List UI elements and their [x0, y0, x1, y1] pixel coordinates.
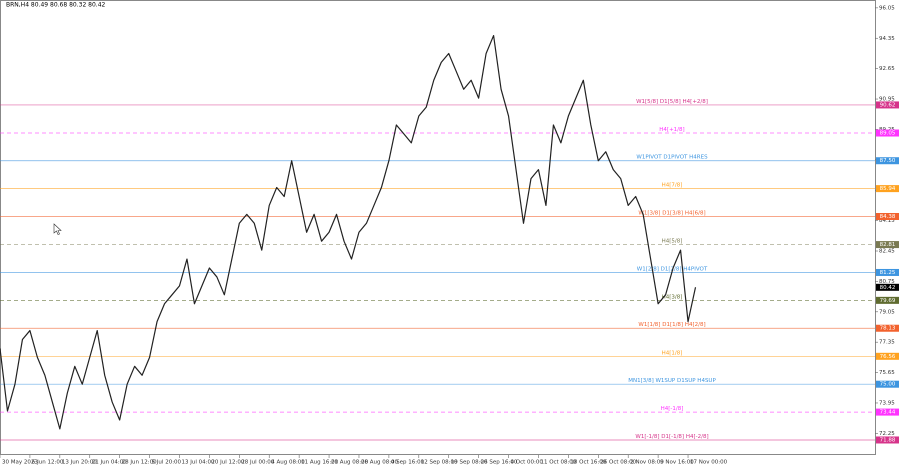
- level-label: W1PIVOT D1PIVOT H4RES: [636, 155, 708, 161]
- y-tick-label: 75.65: [879, 370, 895, 376]
- level-price-box: [876, 380, 899, 388]
- level-label: W1[1/8] D1[1/8] H4[2/8]: [638, 322, 705, 328]
- y-tick-label: 73.95: [879, 400, 895, 406]
- plot-frame: [0, 0, 876, 455]
- x-tick-label: 17 Nov 00:00: [690, 460, 728, 466]
- level-price-label: 89.05: [880, 131, 896, 137]
- current-price-label: 80.42: [880, 285, 896, 291]
- level-price-label: 79.69: [880, 298, 896, 304]
- y-tick-label: 72.25: [879, 431, 895, 437]
- y-tick-label: 82.45: [879, 249, 895, 255]
- level-label: MN1[3/8] W1SUP D1SUP H4SUP: [628, 378, 716, 384]
- x-tick-label: 26 Sep 16:00: [481, 460, 518, 466]
- y-tick-label: 96.05: [879, 5, 895, 11]
- level-price-label: 81.25: [880, 270, 896, 276]
- x-tick-label: 26 Oct 08:00: [600, 460, 636, 466]
- cursor: [53, 223, 62, 235]
- x-tick-label: 28 Jun 12:00: [122, 460, 157, 466]
- y-tick-label: 77.35: [879, 340, 895, 346]
- x-tick-label: 4 Sep 16:00: [391, 460, 425, 466]
- x-tick-label: 4 Oct 00:00: [511, 460, 544, 466]
- y-tick-label: 84.15: [879, 218, 895, 224]
- level-price-box: [876, 241, 899, 249]
- level-price-box: [876, 408, 899, 416]
- level-price-label: 75.00: [880, 382, 896, 388]
- level-price-label: 84.38: [880, 214, 896, 220]
- x-tick-label: 6 Jun 12:00: [32, 460, 64, 466]
- level-label: W1[5/8] D1[5/8] H4[+2/8]: [636, 99, 708, 105]
- x-tick-label: 21 Jun 04:00: [92, 460, 127, 466]
- x-tick-label: 18 Oct 16:00: [570, 460, 606, 466]
- x-tick-label: 11 Oct 08:00: [540, 460, 576, 466]
- level-price-label: 76.56: [880, 354, 896, 360]
- level-label: W1[3/8] D1[3/8] H4[6/8]: [638, 211, 705, 217]
- level-price-box: [876, 268, 899, 276]
- x-tick-label: 30 May 2023: [2, 460, 38, 466]
- level-label: H4[+1/8]: [659, 127, 684, 133]
- x-tick-label: 13 Jul 04:00: [181, 460, 214, 466]
- level-price-box: [876, 185, 899, 193]
- x-tick-label: 12 Sep 08:00: [421, 460, 458, 466]
- level-price-box: [876, 296, 899, 304]
- level-price-box: [876, 352, 899, 360]
- y-tick-label: 92.65: [879, 66, 895, 72]
- level-price-box: [876, 157, 899, 165]
- level-label: H4[5/8]: [662, 239, 683, 245]
- level-price-label: 73.44: [880, 410, 896, 416]
- level-label: W1[-1/8] D1[-1/8] H4[-2/8]: [635, 434, 708, 440]
- x-tick-label: 5 Jul 20:00: [152, 460, 182, 466]
- level-price-label: 85.94: [880, 186, 896, 192]
- x-tick-label: 9 Nov 16:00: [660, 460, 694, 466]
- level-price-label: 78.13: [880, 326, 896, 332]
- level-label: H4[7/8]: [662, 183, 683, 189]
- x-tick-label: 19 Sep 08:00: [451, 460, 488, 466]
- y-tick-label: 94.35: [879, 36, 895, 42]
- level-price-box: [876, 129, 899, 137]
- level-price-label: 82.81: [880, 242, 896, 248]
- level-price-box: [876, 324, 899, 332]
- x-tick-label: 21 Aug 08:00: [331, 460, 369, 466]
- price-line: [0, 34, 697, 430]
- x-tick-label: 28 Jul 00:00: [241, 460, 274, 466]
- level-price-label: 87.50: [880, 158, 896, 164]
- x-tick-label: 11 Aug 16:00: [301, 460, 339, 466]
- level-price-box: [876, 436, 899, 444]
- x-tick-label: 20 Jul 12:00: [211, 460, 244, 466]
- level-price-box: [876, 213, 899, 221]
- y-tick-label: 80.75: [879, 279, 895, 285]
- x-tick-label: 13 Jun 20:00: [62, 460, 97, 466]
- level-label: H4[-1/8]: [661, 406, 684, 412]
- level-price-label: 71.88: [880, 437, 896, 443]
- current-price-box: [876, 283, 899, 291]
- level-label: H4[3/8]: [662, 294, 683, 300]
- level-label: H4[1/8]: [662, 350, 683, 356]
- x-tick-label: 28 Aug 08:00: [361, 460, 399, 466]
- x-tick-label: 4 Aug 08:00: [271, 460, 305, 466]
- x-tick-label: 2 Nov 08:00: [630, 460, 664, 466]
- level-price-label: 90.62: [880, 102, 896, 108]
- symbol-info: BRN,H4 80.49 80.68 80.32 80.42: [6, 2, 106, 9]
- y-tick-label: 79.05: [879, 309, 895, 315]
- level-price-box: [876, 101, 899, 109]
- y-tick-label: 90.95: [879, 97, 895, 103]
